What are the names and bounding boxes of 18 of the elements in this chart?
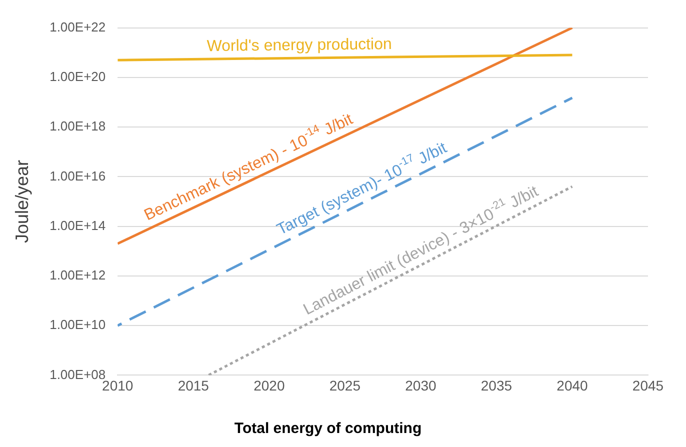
x-tick-label: 2030 (405, 377, 436, 394)
x-tick-label: 2035 (480, 377, 512, 394)
y-tick-label: 1.00E+08 (50, 366, 106, 382)
x-tick-label: 2020 (254, 377, 285, 394)
x-tick-label: 2045 (632, 377, 664, 394)
y-tick-label: 1.00E+20 (50, 69, 106, 84)
y-tick-label: 1.00E+12 (50, 268, 106, 283)
x-tick-label: 2025 (329, 377, 361, 394)
y-tick-label: 1.00E+22 (50, 19, 106, 34)
y-tick-label: 1.00E+18 (50, 118, 106, 134)
y-axis-title: Joule/year (12, 160, 32, 244)
y-tick-label: 1.00E+10 (50, 317, 106, 332)
y-tick-label: 1.00E+14 (50, 218, 106, 233)
x-tick-label: 2015 (178, 377, 210, 394)
text: Total energy of computing (234, 420, 422, 438)
x-tick-label: 2040 (556, 377, 588, 394)
series-label: World's energy production (206, 36, 392, 56)
y-tick-label: 1.00E+16 (50, 168, 106, 184)
